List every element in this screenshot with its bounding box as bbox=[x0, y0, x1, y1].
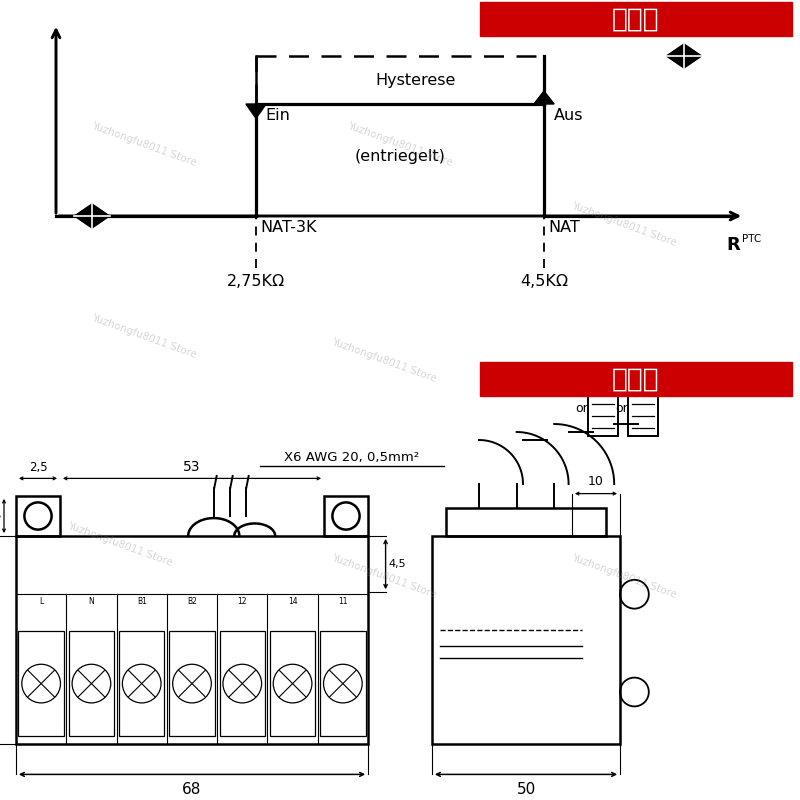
Text: R: R bbox=[726, 236, 740, 254]
Bar bbox=[588, 388, 618, 436]
Text: 时序图: 时序图 bbox=[612, 6, 660, 32]
Text: 53: 53 bbox=[183, 459, 201, 474]
Bar bbox=[628, 388, 658, 436]
Polygon shape bbox=[74, 204, 110, 228]
Text: 2,75KΩ: 2,75KΩ bbox=[227, 274, 285, 289]
Polygon shape bbox=[246, 104, 266, 118]
Text: B2: B2 bbox=[187, 597, 197, 606]
Text: Yuzhongfu8011 Store: Yuzhongfu8011 Store bbox=[90, 312, 198, 360]
Text: X6 AWG 20, 0,5mm²: X6 AWG 20, 0,5mm² bbox=[285, 451, 419, 464]
Text: Yuzhongfu8011 Store: Yuzhongfu8011 Store bbox=[66, 520, 174, 568]
Text: 12: 12 bbox=[238, 597, 247, 606]
Bar bbox=[320, 631, 366, 736]
Text: 尺寸图: 尺寸图 bbox=[612, 366, 660, 392]
Text: 50: 50 bbox=[516, 782, 536, 798]
Text: Ein: Ein bbox=[266, 108, 290, 123]
Bar bbox=[480, 362, 792, 396]
Text: Yuzhongfu8011 Store: Yuzhongfu8011 Store bbox=[90, 120, 198, 168]
Text: NAT: NAT bbox=[548, 220, 580, 235]
Polygon shape bbox=[666, 44, 702, 68]
Text: 3,5: 3,5 bbox=[0, 511, 2, 521]
Text: 4,5: 4,5 bbox=[388, 559, 406, 569]
Text: Yuzhongfu8011 Store: Yuzhongfu8011 Store bbox=[570, 200, 678, 248]
Text: B1: B1 bbox=[137, 597, 146, 606]
Text: 68: 68 bbox=[182, 782, 202, 798]
Bar bbox=[324, 496, 368, 536]
Text: PTC: PTC bbox=[742, 234, 761, 243]
Text: Aus: Aus bbox=[554, 108, 583, 123]
Text: Yuzhongfu8011 Store: Yuzhongfu8011 Store bbox=[330, 552, 438, 600]
Text: 11: 11 bbox=[338, 597, 348, 606]
Text: Yuzhongfu8011 Store: Yuzhongfu8011 Store bbox=[330, 336, 438, 384]
Text: 4,5KΩ: 4,5KΩ bbox=[520, 274, 568, 289]
Text: L: L bbox=[39, 597, 43, 606]
Bar bbox=[170, 631, 214, 736]
Text: Yuzhongfu8011 Store: Yuzhongfu8011 Store bbox=[570, 552, 678, 600]
Bar bbox=[446, 508, 606, 536]
Text: 2,5: 2,5 bbox=[29, 461, 47, 474]
Polygon shape bbox=[534, 91, 554, 104]
Text: (entriegelt): (entriegelt) bbox=[354, 149, 446, 163]
Text: NAT-3K: NAT-3K bbox=[260, 220, 317, 235]
Text: Hysterese: Hysterese bbox=[376, 73, 456, 87]
Bar bbox=[270, 631, 315, 736]
Bar bbox=[480, 2, 792, 36]
Text: 10: 10 bbox=[588, 475, 604, 488]
Bar bbox=[432, 536, 620, 744]
Bar bbox=[16, 536, 368, 744]
Text: or: or bbox=[615, 402, 628, 414]
Bar bbox=[18, 631, 64, 736]
Bar bbox=[69, 631, 114, 736]
Bar bbox=[119, 631, 165, 736]
Bar bbox=[16, 496, 60, 536]
Bar bbox=[219, 631, 265, 736]
Text: Yuzhongfu8011 Store: Yuzhongfu8011 Store bbox=[346, 120, 454, 168]
Text: N: N bbox=[89, 597, 94, 606]
Text: 14: 14 bbox=[288, 597, 298, 606]
Text: or: or bbox=[575, 402, 588, 414]
